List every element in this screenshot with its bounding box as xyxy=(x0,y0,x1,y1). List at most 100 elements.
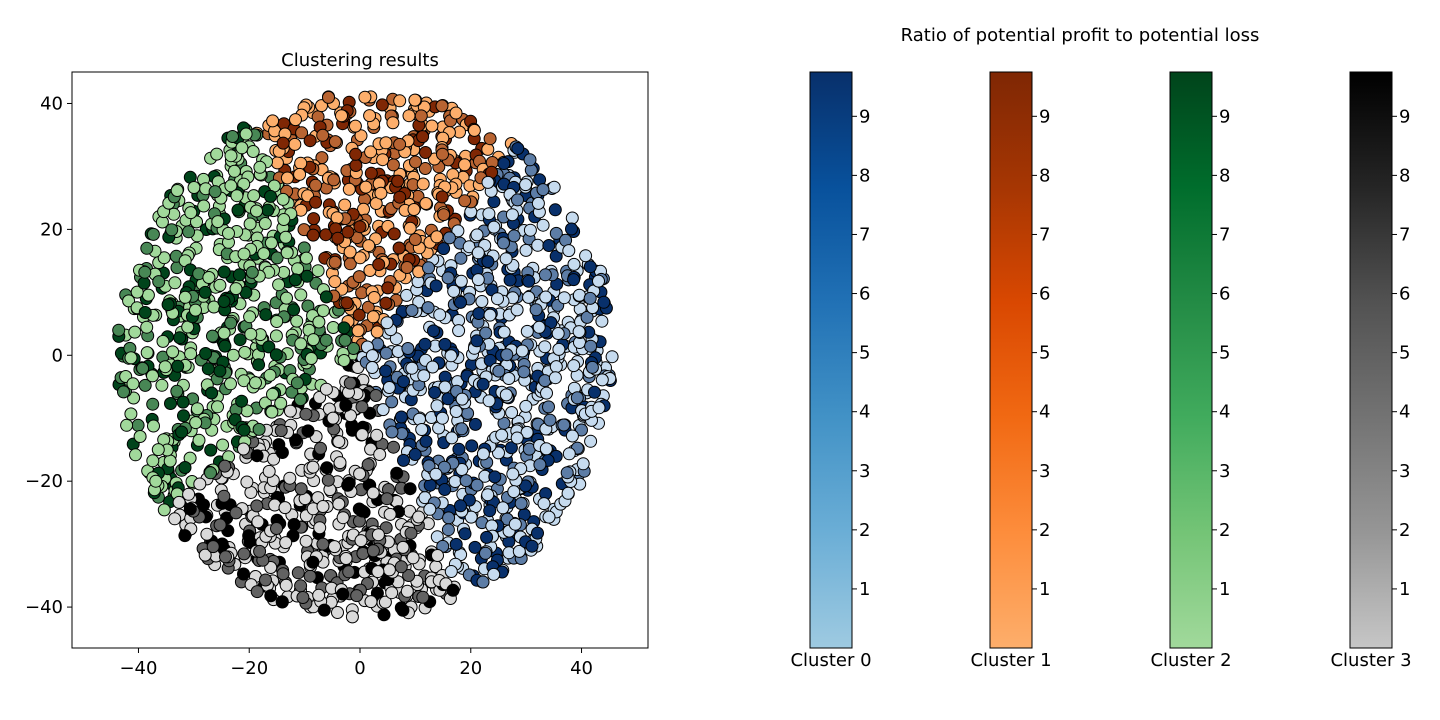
scatter-point-cluster-3 xyxy=(332,497,346,511)
scatter-point-cluster-3 xyxy=(262,464,276,478)
scatter-point-cluster-1 xyxy=(386,158,400,172)
scatter-point-cluster-0 xyxy=(423,502,437,516)
scatter-point-cluster-2 xyxy=(294,337,308,351)
colorbar-tick-label: 2 xyxy=(1219,520,1230,541)
scatter-point-cluster-2 xyxy=(189,303,202,317)
scatter-point-cluster-1 xyxy=(408,93,422,107)
scatter-point-cluster-0 xyxy=(476,447,490,461)
scatter-point-cluster-0 xyxy=(536,218,550,232)
scatter-point-cluster-0 xyxy=(447,284,461,298)
scatter-point-cluster-3 xyxy=(396,603,410,617)
scatter-point-cluster-2 xyxy=(156,334,170,348)
scatter-point-cluster-1 xyxy=(393,94,407,108)
scatter-point-cluster-0 xyxy=(365,349,379,363)
scatter-point-cluster-2 xyxy=(164,397,177,410)
scatter-point-cluster-3 xyxy=(412,510,426,524)
scatter-point-cluster-3 xyxy=(287,518,301,531)
x-tick-label: 40 xyxy=(570,658,593,679)
scatter-point-cluster-3 xyxy=(406,551,420,565)
scatter-point-cluster-2 xyxy=(243,217,257,231)
scatter-point-cluster-3 xyxy=(259,573,272,587)
scatter-point-cluster-2 xyxy=(224,377,237,391)
scatter-point-cluster-0 xyxy=(441,523,455,537)
scatter-point-cluster-2 xyxy=(224,179,238,193)
scatter-point-cluster-0 xyxy=(444,565,458,578)
scatter-point-cluster-0 xyxy=(496,501,510,515)
scatter-point-cluster-2 xyxy=(140,346,154,360)
scatter-point-cluster-2 xyxy=(237,423,251,437)
scatter-point-cluster-0 xyxy=(379,346,393,360)
scatter-point-cluster-1 xyxy=(309,195,323,209)
scatter-point-cluster-0 xyxy=(565,211,579,225)
scatter-point-cluster-3 xyxy=(237,442,250,456)
scatter-point-cluster-1 xyxy=(351,324,365,338)
scatter-point-cluster-0 xyxy=(492,446,505,460)
scatter-point-cluster-0 xyxy=(430,399,444,413)
scatter-point-cluster-2 xyxy=(138,265,152,279)
scatter-point-cluster-3 xyxy=(385,586,399,600)
scatter-point-cluster-2 xyxy=(163,454,177,468)
scatter-point-cluster-2 xyxy=(237,247,251,261)
scatter-point-cluster-0 xyxy=(511,193,524,207)
scatter-point-cluster-2 xyxy=(243,310,257,324)
scatter-point-cluster-0 xyxy=(572,325,586,339)
scatter-point-cluster-0 xyxy=(567,273,581,287)
scatter-point-cluster-0 xyxy=(584,434,598,448)
scatter-point-cluster-3 xyxy=(339,398,353,412)
scatter-point-cluster-0 xyxy=(437,460,451,474)
scatter-point-cluster-2 xyxy=(133,430,147,443)
scatter-point-cluster-1 xyxy=(328,135,342,149)
colorbar-0: 1 2 3 4 5 6 7 8 9 Cluster 0 xyxy=(790,71,872,671)
scatter-point-cluster-1 xyxy=(419,197,433,210)
scatter-point-cluster-1 xyxy=(353,220,367,234)
colorbar-tick-label: 2 xyxy=(1039,520,1050,541)
scatter-point-cluster-1 xyxy=(353,251,367,265)
scatter-point-cluster-0 xyxy=(565,222,578,236)
scatter-point-cluster-1 xyxy=(349,147,363,161)
scatter-point-cluster-3 xyxy=(382,563,396,577)
scatter-point-cluster-3 xyxy=(264,561,278,574)
scatter-point-cluster-0 xyxy=(584,339,598,353)
scatter-point-cluster-1 xyxy=(295,126,309,140)
scatter-point-cluster-3 xyxy=(267,452,281,466)
scatter-point-cluster-2 xyxy=(304,352,318,365)
scatter-point-cluster-3 xyxy=(345,610,359,624)
scatter-point-cluster-0 xyxy=(519,178,533,192)
scatter-point-cluster-2 xyxy=(168,276,182,290)
scatter-point-cluster-1 xyxy=(366,310,380,324)
scatter-point-cluster-2 xyxy=(140,320,154,334)
scatter-point-cluster-0 xyxy=(445,431,459,445)
scatter-point-cluster-1 xyxy=(322,90,335,104)
scatter-point-cluster-0 xyxy=(483,504,497,518)
scatter-point-cluster-2 xyxy=(149,474,163,488)
scatter-point-cluster-3 xyxy=(350,589,364,603)
scatter-point-cluster-2 xyxy=(231,203,245,217)
colorbar-tick-label: 1 xyxy=(1219,579,1230,600)
scatter-point-cluster-3 xyxy=(314,441,327,455)
scatter-point-cluster-3 xyxy=(326,411,340,425)
scatter-point-cluster-2 xyxy=(176,395,190,409)
scatter-point-cluster-1 xyxy=(375,98,389,112)
scatter-point-cluster-0 xyxy=(418,337,432,351)
scatter-point-cluster-1 xyxy=(386,116,400,130)
scatter-point-cluster-0 xyxy=(547,180,561,194)
scatter-point-cluster-0 xyxy=(523,223,537,237)
scatter-point-cluster-1 xyxy=(364,145,378,159)
colorbar-tick-label: 2 xyxy=(859,520,870,541)
scatter-point-cluster-1 xyxy=(435,99,449,113)
colorbar-label: Cluster 3 xyxy=(1330,650,1411,671)
scatter-point-cluster-1 xyxy=(414,109,428,123)
scatter-point-cluster-0 xyxy=(499,252,513,266)
colorbar-gradient xyxy=(809,71,853,649)
scatter-point-cluster-0 xyxy=(423,478,437,492)
scatter-point-cluster-0 xyxy=(481,255,495,269)
scatter-point-cluster-0 xyxy=(542,400,555,414)
scatter-point-cluster-2 xyxy=(216,438,230,452)
scatter-point-cluster-0 xyxy=(557,291,571,305)
scatter-point-cluster-2 xyxy=(165,223,179,237)
scatter-point-cluster-2 xyxy=(184,206,198,220)
scatter-point-cluster-3 xyxy=(416,590,430,604)
scatter-point-cluster-2 xyxy=(189,416,203,430)
colorbars: Ratio of potential profit to potential l… xyxy=(790,25,1411,671)
